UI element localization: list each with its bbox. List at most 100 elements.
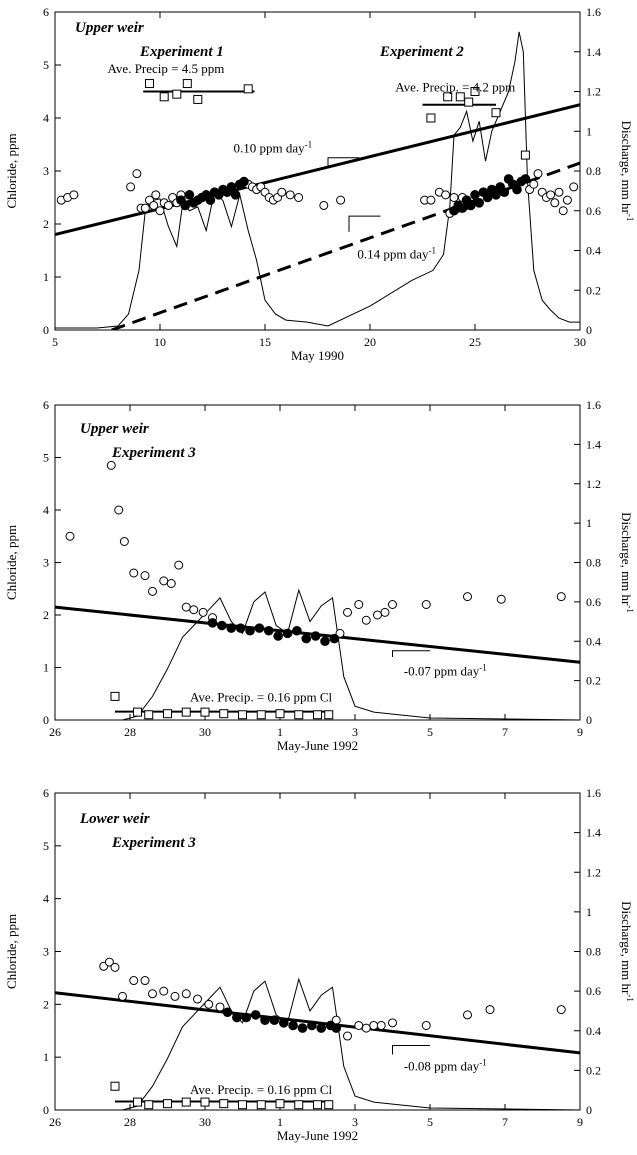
panel-title: Upper weir [80, 421, 149, 437]
chloride-point-open [148, 586, 157, 596]
chloride-point-open [204, 999, 214, 1009]
y2-tick-label: 1.2 [586, 865, 601, 879]
y-tick-label: 1 [43, 1050, 49, 1064]
precip-point [256, 1100, 266, 1110]
chloride-point-filled [230, 190, 241, 200]
x-tick-label: 30 [199, 725, 211, 739]
annotation-text: Ave. Precip. = 0.16 ppm Cl [190, 690, 333, 705]
chloride-point-open [361, 1023, 371, 1033]
precip-point [294, 710, 304, 720]
chloride-point-open [159, 576, 169, 586]
chloride-point-filled [232, 1012, 242, 1023]
precip-point [219, 1099, 229, 1109]
x-tick-label: 9 [577, 725, 583, 739]
chloride-point-open [354, 1020, 364, 1030]
chloride-point-open [118, 991, 127, 1001]
panel-title: Lower weir [79, 811, 150, 827]
slope-marker [392, 650, 430, 657]
precip-point [256, 710, 266, 720]
annotation-sup: -1 [305, 139, 313, 149]
chloride-point-open [189, 605, 199, 615]
y2-tick-label: 0.8 [586, 945, 601, 959]
y2-tick-label: 1.6 [586, 5, 601, 19]
y-tick-label: 3 [43, 556, 49, 570]
chloride-point-filled [250, 1010, 261, 1020]
precip-point [110, 1081, 120, 1091]
chloride-point-filled [474, 198, 485, 208]
x-tick-label: 25 [469, 335, 481, 349]
chloride-point-open [174, 560, 184, 570]
chloride-point-filled [207, 618, 218, 628]
y-tick-label: 3 [43, 164, 49, 178]
x-tick-label: 26 [49, 725, 61, 739]
chloride-point-filled [241, 1012, 252, 1023]
y-tick-label: 6 [43, 398, 49, 412]
y2-axis-label-sup: -1 [625, 605, 635, 613]
annotation-text: -0.07 ppm day [404, 663, 480, 678]
precip-point [324, 1100, 334, 1110]
chart-panel-2: 0 1 2 3 4 5 6 0 0.2 0.4 0.6 0.8 1 1.2 1.4 1.6 26 28 30 1 3 5 7… [4, 398, 635, 753]
chloride-point-open [198, 607, 208, 617]
slope-marker [392, 1045, 430, 1055]
discharge-line [55, 588, 580, 720]
x-tick-label: 30 [574, 335, 586, 349]
y2-tick-label: 0.6 [586, 204, 601, 218]
precip-point [238, 710, 247, 720]
precip-point [181, 707, 191, 717]
chloride-point-open [163, 200, 173, 210]
y-tick-label: 4 [43, 892, 49, 906]
chloride-point-open [119, 537, 129, 546]
annotation: 0.14 ppm day-1 [357, 245, 436, 261]
chart-panel-1: 0 1 2 3 4 5 6 0 0.2 0.4 0.6 0.8 1 1.2 1.4 1.6 5 10 15 20 25 3… [4, 5, 635, 363]
precip-point [464, 97, 474, 107]
annotation-sup: -1 [479, 662, 487, 672]
chloride-point-filled [217, 620, 227, 631]
chloride-point-open [343, 1031, 352, 1041]
chloride-point-open [569, 182, 579, 192]
y2-tick-label: 0 [586, 713, 592, 727]
chloride-point-filled [316, 1023, 327, 1033]
precip-point [133, 707, 142, 717]
annotation-text: Ave. Precip = 4.5 ppm [108, 61, 225, 76]
precip-point [455, 92, 465, 102]
chloride-point-open [181, 602, 191, 612]
x-tick-label: 15 [259, 335, 271, 349]
chloride-point-filled [260, 1015, 270, 1025]
annotation: -0.08 ppm day-1 [404, 1057, 487, 1073]
y-tick-label: 1 [43, 661, 49, 675]
y2-axis-label-text: Discharge, mm hr [619, 121, 634, 215]
y2-tick-label: 0.8 [586, 556, 601, 570]
chloride-point-open [110, 962, 120, 972]
annotation-sup: -1 [429, 245, 437, 255]
annotation: Ave. Precip = 4.5 ppm [108, 61, 225, 76]
y2-tick-label: 0.8 [586, 164, 601, 178]
plot-area [55, 31, 580, 330]
chloride-point-open [556, 592, 566, 602]
chloride-point-open [277, 187, 287, 197]
y2-axis-label-sup: -1 [625, 214, 635, 222]
precip-point [163, 709, 172, 719]
y2-tick-label: 1.2 [586, 477, 601, 491]
chloride-point-filled [226, 182, 237, 192]
y2-tick-label: 0.4 [586, 244, 601, 258]
chloride-point-filled [278, 1018, 289, 1028]
x-axis-label: May-June 1992 [277, 738, 358, 753]
precip-point [193, 94, 203, 104]
chloride-point-filled [520, 174, 531, 184]
chloride-point-open [449, 193, 459, 202]
y-tick-label: 4 [43, 111, 49, 125]
precip-point [172, 89, 182, 99]
discharge-line [55, 31, 580, 329]
annotation-sup: -1 [479, 1057, 487, 1067]
chloride-point-filled [184, 190, 195, 200]
y2-tick-label: 0.4 [586, 634, 601, 648]
y2-tick-label: 1.4 [586, 45, 601, 59]
chloride-point-filled [226, 623, 237, 633]
y-tick-label: 6 [43, 5, 49, 19]
x-tick-label: 20 [364, 335, 376, 349]
chloride-point-open [140, 976, 150, 986]
precip-point [159, 92, 169, 102]
y2-tick-label: 0.6 [586, 984, 601, 998]
chloride-point-open [380, 607, 390, 617]
